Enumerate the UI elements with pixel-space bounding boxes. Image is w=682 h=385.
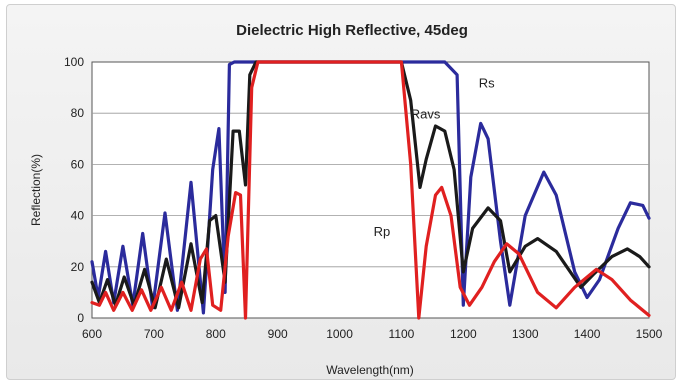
y-tick-label: 20 [71, 260, 85, 274]
series-labels: Rs Ravs Rp [374, 76, 496, 239]
x-tick-label: 600 [82, 327, 102, 341]
x-tick-label: 1400 [574, 327, 601, 341]
y-tick-labels: 0 20 40 60 80 100 [64, 55, 84, 325]
series-label-rs: Rs [479, 76, 495, 91]
series-label-ravs: Ravs [411, 106, 441, 121]
series-line-rs [90, 60, 651, 315]
x-tick-label: 900 [268, 327, 288, 341]
y-tick-label: 0 [77, 311, 84, 325]
y-tick-label: 80 [71, 106, 85, 120]
y-tick-label: 60 [71, 157, 85, 171]
x-tick-label: 1500 [636, 327, 663, 341]
y-tick-label: 100 [64, 55, 84, 69]
chart-title: Dielectric High Reflective, 45deg [236, 22, 468, 39]
x-tick-label: 1200 [450, 327, 477, 341]
series-line-rp [90, 60, 651, 320]
series-lines [90, 60, 651, 320]
series-label-rp: Rp [374, 224, 391, 239]
x-tick-label: 1000 [326, 327, 353, 341]
x-tick-label: 1300 [512, 327, 539, 341]
x-axis-label: Wavelength(nm) [326, 363, 414, 377]
y-tick-label: 40 [71, 209, 85, 223]
x-tick-label: 1100 [389, 327, 415, 341]
x-tick-label: 700 [144, 327, 164, 341]
x-tick-labels: 600 700 800 900 1000 1100 1200 1300 1400 1500 [82, 327, 663, 341]
grid-lines [92, 112, 649, 268]
x-tick-label: 800 [206, 327, 226, 341]
y-axis-label: Reflection(%) [29, 154, 43, 226]
plot-area [91, 61, 650, 319]
